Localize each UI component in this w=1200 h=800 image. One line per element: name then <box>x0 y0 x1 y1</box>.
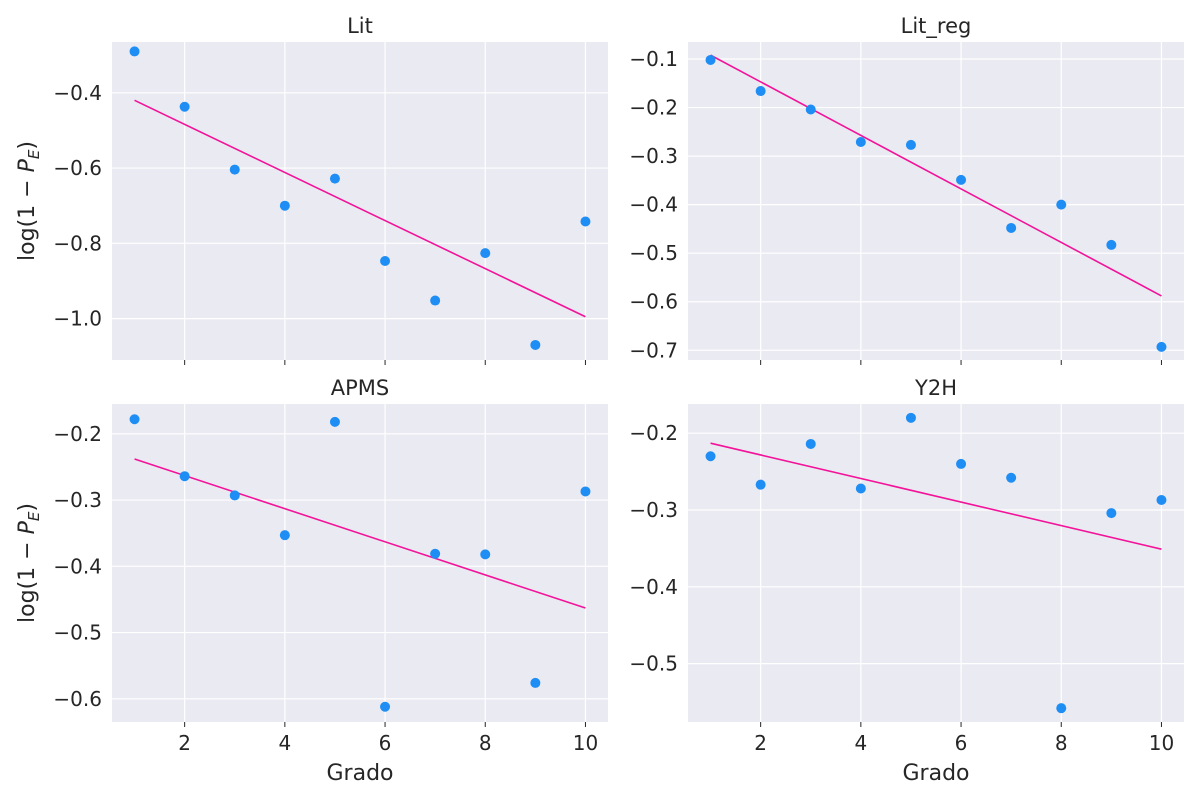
x-tick-label: 2 <box>178 731 191 755</box>
regression-line <box>710 442 1162 550</box>
x-tick-label: 6 <box>379 731 392 755</box>
data-point <box>329 173 340 184</box>
data-point <box>855 483 866 494</box>
y-tick-label: −0.2 <box>53 422 102 446</box>
data-point <box>705 54 716 65</box>
x-tick-label: 8 <box>479 731 492 755</box>
data-point <box>530 339 541 350</box>
y-tick-label: −0.3 <box>53 488 102 512</box>
y-tick-label: −0.4 <box>53 554 102 578</box>
data-point <box>179 471 190 482</box>
data-point <box>229 164 240 175</box>
y-tick-label: −0.8 <box>53 231 102 255</box>
regression-line <box>134 458 586 609</box>
plot-area <box>112 404 608 722</box>
data-point <box>705 451 716 462</box>
plot-area <box>688 404 1184 722</box>
y-tick-label: −0.4 <box>629 193 678 217</box>
subplot-title: Y2H <box>914 376 957 400</box>
data-point <box>855 137 866 148</box>
y-tick-label: −0.5 <box>53 621 102 645</box>
data-point <box>580 486 591 497</box>
data-point <box>430 548 441 559</box>
data-point <box>755 86 766 97</box>
y-tick-label: −0.2 <box>629 421 678 445</box>
data-point <box>956 458 967 469</box>
x-tick-label: 2 <box>754 731 767 755</box>
panel-y2h: −0.5 −0.4 −0.3 −0.2 2 4 6 8 10 Y2H Grado <box>629 376 1184 786</box>
y-tick-label: −0.3 <box>629 498 678 522</box>
data-point <box>1106 239 1117 250</box>
x-axis-label: Grado <box>327 761 394 786</box>
data-point <box>329 416 340 427</box>
subplot-title: Lit <box>347 14 373 38</box>
y-tick-label: −0.7 <box>629 338 678 362</box>
panel-lit-reg: −0.7 −0.6 −0.5 −0.4 −0.3 −0.2 −0.1 Lit_reg <box>629 14 1184 365</box>
data-point <box>480 248 491 259</box>
data-point <box>129 414 140 425</box>
data-point <box>1056 199 1067 210</box>
data-point <box>380 701 391 712</box>
data-point <box>279 530 290 541</box>
y-tick-label: −0.5 <box>629 241 678 265</box>
data-point <box>755 479 766 490</box>
data-point <box>1106 508 1117 519</box>
data-point <box>1156 495 1167 506</box>
data-point <box>1006 222 1017 233</box>
data-point <box>956 174 967 185</box>
x-axis-label: Grado <box>903 761 970 786</box>
data-point <box>580 216 591 227</box>
data-point <box>430 295 441 306</box>
y-axis-label: log(1 − PE) <box>15 503 43 623</box>
data-point <box>905 139 916 150</box>
x-tick-label: 4 <box>278 731 291 755</box>
data-point <box>229 490 240 501</box>
data-point <box>480 549 491 560</box>
y-tick-label: −0.1 <box>629 47 678 71</box>
y-tick-label: −0.3 <box>629 144 678 168</box>
panel-apms: −0.6 −0.5 −0.4 −0.3 −0.2 2 4 6 8 10 APMS Grado log(1… <box>15 376 608 786</box>
y-tick-label: −0.6 <box>629 290 678 314</box>
y-tick-label: −0.5 <box>629 652 678 676</box>
subplot-title: APMS <box>331 376 389 400</box>
x-tick-label: 4 <box>854 731 867 755</box>
y-tick-label: −0.6 <box>53 687 102 711</box>
data-point <box>1156 341 1167 352</box>
panel-lit: −1.0 −0.8 −0.6 −0.4 Lit log(1 − PE) <box>15 14 608 365</box>
data-point <box>279 200 290 211</box>
data-point <box>530 677 541 688</box>
y-axis-label: log(1 − PE) <box>15 141 43 261</box>
x-tick-label: 10 <box>573 731 598 755</box>
x-tick-label: 10 <box>1149 731 1174 755</box>
data-point <box>1006 472 1017 483</box>
data-point <box>805 438 816 449</box>
plot-area <box>112 42 608 360</box>
y-tick-label: −1.0 <box>53 307 102 331</box>
plot-area <box>688 42 1184 360</box>
data-point <box>905 412 916 423</box>
x-tick-label: 6 <box>955 731 968 755</box>
subplot-title: Lit_reg <box>901 14 972 39</box>
regression-line <box>710 54 1162 297</box>
data-point <box>1056 703 1067 714</box>
data-point <box>129 46 140 57</box>
data-point <box>380 256 391 267</box>
y-tick-label: −0.4 <box>629 575 678 599</box>
data-point <box>805 104 816 115</box>
y-tick-label: −0.6 <box>53 156 102 180</box>
data-point <box>179 101 190 112</box>
y-tick-label: −0.2 <box>629 96 678 120</box>
x-tick-label: 8 <box>1055 731 1068 755</box>
regression-line <box>134 99 586 318</box>
y-tick-label: −0.4 <box>53 81 102 105</box>
